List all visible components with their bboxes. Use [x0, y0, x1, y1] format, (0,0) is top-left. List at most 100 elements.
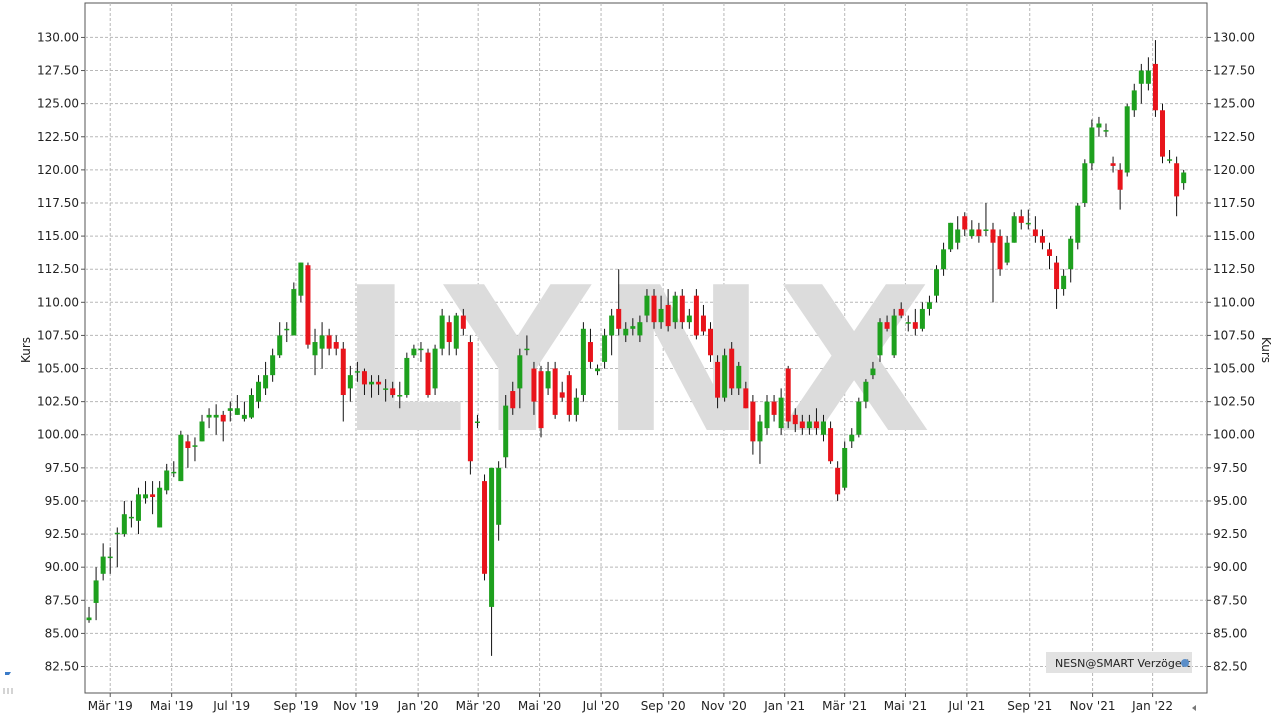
y-tick-label: 92.50: [45, 527, 79, 541]
legend-icon: [1181, 659, 1189, 667]
y-tick-label: 90.00: [45, 560, 79, 574]
y2-tick-label: 122.50: [1213, 130, 1255, 144]
candle-body: [517, 355, 523, 389]
candle-body: [891, 315, 897, 356]
candle-body: [277, 335, 283, 356]
candle-body: [157, 487, 163, 528]
candle-body: [941, 249, 947, 270]
candle-body: [948, 222, 954, 250]
candle-body: [623, 328, 629, 336]
candle-body: [354, 371, 360, 373]
candle-body: [1082, 163, 1088, 203]
y2-tick-label: 100.00: [1213, 428, 1255, 442]
candle-body: [856, 401, 862, 435]
y-tick-label: 127.50: [37, 64, 79, 78]
candle-body: [1131, 90, 1137, 111]
y-tick-label: 95.00: [45, 494, 79, 508]
candle-body: [934, 269, 940, 296]
candle-body: [1075, 205, 1081, 243]
candle-body: [114, 532, 120, 535]
candle-body: [609, 315, 615, 336]
candle-body: [912, 322, 918, 329]
candle-body: [369, 381, 375, 385]
candle-body: [580, 328, 586, 396]
candle-body: [361, 371, 367, 385]
candle-body: [496, 467, 502, 525]
x-tick-label: Jul '19: [212, 699, 250, 713]
y2-tick-label: 85.00: [1213, 626, 1247, 640]
candle-body: [926, 302, 932, 309]
candle-body: [1039, 236, 1045, 243]
candle-body: [743, 388, 749, 409]
candle-body: [884, 322, 890, 329]
candle-body: [757, 421, 763, 442]
candle-body: [284, 328, 290, 331]
candle-body: [1124, 106, 1130, 173]
y2-tick-label: 90.00: [1213, 560, 1247, 574]
legend-box: [1046, 652, 1192, 673]
y-axis-label: Kurs: [19, 337, 33, 363]
candle-body: [376, 381, 382, 385]
y-tick-label: 87.50: [45, 593, 79, 607]
candle-body: [686, 315, 692, 323]
y-tick-label: 107.50: [37, 328, 79, 342]
candle-body: [997, 236, 1003, 270]
candle-body: [813, 421, 819, 429]
candle-body: [644, 295, 650, 316]
candle-body: [616, 308, 622, 329]
side-icon: [5, 672, 11, 675]
y2-tick-label: 130.00: [1213, 30, 1255, 44]
candle-body: [178, 434, 184, 482]
candle-body: [672, 295, 678, 323]
candle-body: [411, 348, 417, 356]
y2-tick-label: 125.00: [1213, 97, 1255, 111]
x-tick-label: Sep '20: [641, 699, 686, 713]
x-tick-label: Nov '20: [701, 699, 747, 713]
y2-tick-label: 112.50: [1213, 262, 1255, 276]
candle-body: [425, 352, 431, 396]
candle-body: [715, 361, 721, 398]
candle-body: [446, 322, 452, 343]
candle-body: [630, 326, 636, 329]
side-marks: [3, 688, 13, 694]
candle-body: [397, 395, 403, 397]
candle-body: [340, 348, 346, 396]
candle-body: [86, 617, 92, 621]
y-tick-label: 110.00: [37, 295, 79, 309]
candle-body: [559, 392, 565, 398]
candle-body: [595, 368, 601, 372]
candle-body: [842, 447, 848, 488]
candle-body: [121, 514, 127, 535]
y-tick-label: 82.50: [45, 660, 79, 674]
x-tick-label: Jan '22: [1131, 699, 1173, 713]
candle-body: [962, 216, 968, 230]
candle-body: [206, 414, 212, 418]
candle-body: [806, 421, 812, 429]
candle-body: [460, 315, 466, 329]
candle-body: [764, 401, 770, 429]
candle-body: [955, 229, 961, 243]
candle-body: [234, 408, 240, 415]
candle-body: [248, 395, 254, 418]
y-tick-label: 97.50: [45, 461, 79, 475]
y-tick-label: 125.00: [37, 97, 79, 111]
y-tick-label: 105.00: [37, 362, 79, 376]
candle-body: [135, 494, 141, 521]
candle-body: [1138, 70, 1144, 84]
candle-body: [256, 381, 262, 402]
candle-body: [693, 295, 699, 336]
candle-body: [828, 428, 834, 462]
candle-body: [898, 308, 904, 316]
candle-body: [651, 295, 657, 323]
x-tick-label: Mai '19: [150, 699, 193, 713]
x-tick-label: Mär '20: [456, 699, 501, 713]
candle-body: [679, 295, 685, 323]
candles: [86, 40, 1187, 656]
candle-body: [298, 262, 304, 296]
y-tick-label: 100.00: [37, 428, 79, 442]
candle-body: [983, 229, 989, 231]
y-tick-label: 117.50: [37, 196, 79, 210]
candle-body: [432, 348, 438, 389]
candle-body: [93, 580, 99, 603]
candle-body: [1096, 123, 1102, 128]
